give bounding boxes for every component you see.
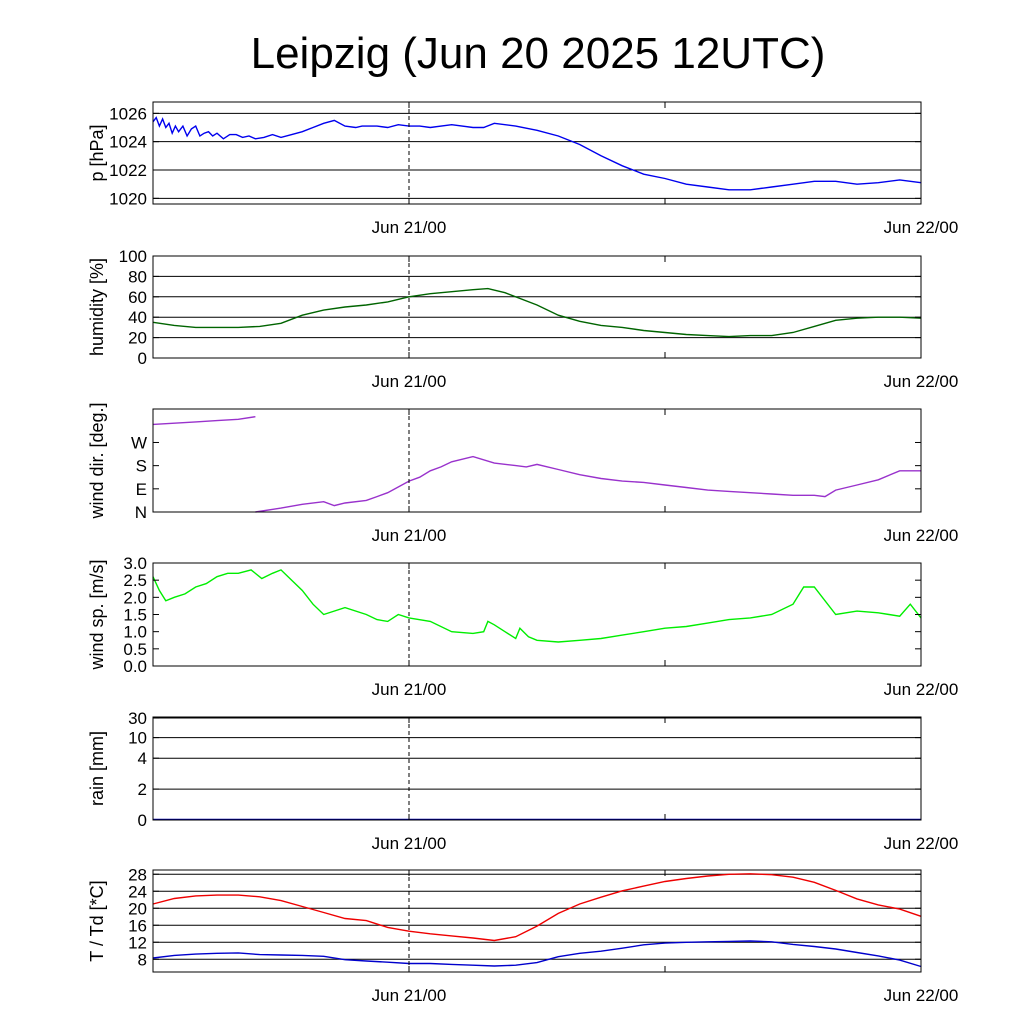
ytick-label: 2.5	[123, 571, 147, 590]
series-line-2	[255, 455, 921, 513]
xtick-label: Jun 22/00	[884, 834, 959, 853]
ytick-label: 0.5	[123, 640, 147, 659]
xtick-label: Jun 22/00	[884, 372, 959, 391]
y-axis-label: wind sp. [m/s]	[87, 559, 107, 670]
chart-title: Leipzig (Jun 20 2025 12UTC)	[251, 29, 826, 78]
ytick-label: 28	[128, 865, 147, 884]
y-axis-label: wind dir. [deg.]	[87, 402, 107, 519]
series-line-1	[152, 873, 922, 942]
ytick-label: 12	[128, 933, 147, 952]
ytick-label: 40	[128, 308, 147, 327]
ytick-label: 10	[128, 729, 147, 748]
ytick-label: 100	[119, 247, 147, 266]
panel-1: 1020 1022 1024 1026 Jun 21/00 Jun 22/00 p [hPa…	[87, 101, 959, 237]
ytick-label: E	[136, 480, 147, 499]
y-axis-label: rain [mm]	[87, 731, 107, 806]
ytick-label: W	[131, 433, 147, 452]
panel-frame	[152, 101, 922, 205]
ytick-label: N	[135, 503, 147, 522]
ytick-label: 2.0	[123, 588, 147, 607]
xtick-label: Jun 22/00	[884, 680, 959, 699]
xtick-label: Jun 21/00	[372, 372, 447, 391]
panel-4: 0.00.51.01.52.02.53.0 Jun 21/00 Jun 22/00 w…	[87, 554, 958, 699]
ytick-label: 0.0	[123, 657, 147, 676]
series-line-1	[152, 116, 922, 191]
ytick-label: 0	[138, 349, 147, 368]
ytick-label: 1.0	[123, 623, 147, 642]
series-line-1	[152, 416, 256, 426]
ytick-label: 60	[128, 288, 147, 307]
series-line-2	[152, 940, 922, 968]
ytick-label: 20	[128, 329, 147, 348]
ytick-label: 3.0	[123, 554, 147, 573]
panel-frame	[152, 255, 922, 359]
ytick-label: 1024	[109, 133, 147, 152]
ytick-label: 1026	[109, 104, 147, 123]
xtick-label: Jun 22/00	[884, 526, 959, 545]
ytick-label: 1022	[109, 161, 147, 180]
ytick-label: 8	[138, 950, 147, 969]
ytick-label: 1020	[109, 189, 147, 208]
y-axis-label: p [hPa]	[87, 124, 107, 181]
xtick-label: Jun 21/00	[372, 526, 447, 545]
series-line-1	[152, 287, 922, 338]
y-axis-label: T / Td [*C]	[87, 880, 107, 961]
ytick-label: 30	[128, 709, 147, 728]
ytick-label: S	[136, 457, 147, 476]
series-line-1	[152, 569, 922, 643]
panel-frame	[152, 869, 922, 973]
xtick-label: Jun 21/00	[372, 218, 447, 237]
xtick-label: Jun 21/00	[372, 680, 447, 699]
ytick-label: 0	[138, 811, 147, 830]
ytick-label: 16	[128, 916, 147, 935]
y-axis-label: humidity [%]	[87, 258, 107, 356]
ytick-label: 2	[138, 780, 147, 799]
xtick-label: Jun 22/00	[884, 986, 959, 1005]
ytick-label: 20	[128, 899, 147, 918]
ytick-label: 1.5	[123, 606, 147, 625]
xtick-label: Jun 21/00	[372, 834, 447, 853]
panel-frame	[152, 716, 922, 821]
ytick-label: 24	[128, 882, 147, 901]
ytick-label: 80	[128, 267, 147, 286]
xtick-label: Jun 21/00	[372, 986, 447, 1005]
ytick-label: 4	[138, 749, 147, 768]
panel-frame	[152, 408, 922, 513]
xtick-label: Jun 22/00	[884, 218, 959, 237]
